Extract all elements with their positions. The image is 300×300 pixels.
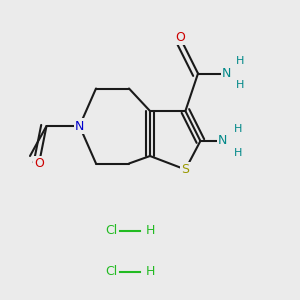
Text: N: N xyxy=(222,67,231,80)
Text: H: H xyxy=(145,265,155,278)
Text: H: H xyxy=(234,148,243,158)
Text: H: H xyxy=(234,124,243,134)
Text: Cl: Cl xyxy=(105,224,117,238)
Text: O: O xyxy=(34,157,44,170)
Text: N: N xyxy=(75,119,84,133)
Text: H: H xyxy=(236,80,244,90)
Text: N: N xyxy=(218,134,228,148)
Text: Cl: Cl xyxy=(105,265,117,278)
Text: O: O xyxy=(175,31,185,44)
Text: H: H xyxy=(145,224,155,238)
Text: H: H xyxy=(236,56,244,67)
Text: S: S xyxy=(182,163,189,176)
